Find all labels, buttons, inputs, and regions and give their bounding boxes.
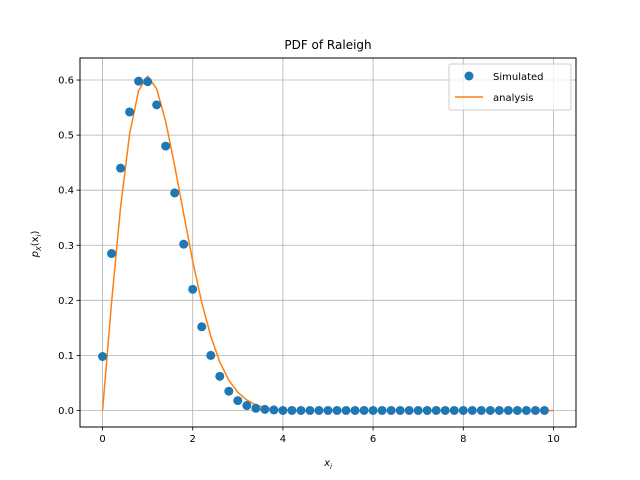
simulated-point	[278, 405, 288, 415]
simulated-point	[323, 405, 333, 415]
y-tick-label: 0.6	[58, 76, 74, 87]
simulated-point	[530, 405, 540, 415]
simulated-point	[467, 405, 477, 415]
y-axis-label-sub1: X	[35, 246, 43, 252]
simulated-point	[206, 350, 216, 360]
simulated-point	[179, 239, 189, 249]
x-axis-ticks: 0 2 4 6 8 10	[99, 427, 560, 445]
simulated-point	[359, 405, 369, 415]
y-axis-label: pX(xi)	[30, 230, 43, 258]
simulated-point	[404, 405, 414, 415]
simulated-point	[269, 405, 279, 415]
simulated-point	[242, 401, 252, 411]
plot-area	[80, 58, 576, 427]
simulated-point	[287, 405, 297, 415]
x-tick-label: 0	[99, 434, 105, 445]
y-axis-ticks: 0.0 0.1 0.2 0.3 0.4 0.5 0.6	[58, 76, 80, 417]
y-tick-label: 0.0	[58, 406, 74, 417]
simulated-point	[476, 405, 486, 415]
simulated-point	[422, 405, 432, 415]
simulated-point	[512, 405, 522, 415]
simulated-point	[350, 405, 360, 415]
x-tick-label: 2	[190, 434, 196, 445]
simulated-point	[485, 405, 495, 415]
simulated-point	[251, 403, 261, 413]
simulated-point	[341, 405, 351, 415]
x-axis-label-sub: i	[330, 463, 332, 471]
y-tick-label: 0.2	[58, 296, 74, 307]
simulated-point	[503, 405, 513, 415]
grid	[80, 58, 576, 427]
simulated-point	[377, 405, 387, 415]
x-tick-label: 4	[280, 434, 286, 445]
simulated-point	[161, 141, 171, 151]
simulated-point	[332, 405, 342, 415]
simulated-point	[440, 405, 450, 415]
simulated-point	[170, 188, 180, 198]
simulated-point	[143, 77, 153, 87]
y-axis-label-sub2: i	[35, 234, 43, 236]
simulated-point	[197, 322, 207, 332]
simulated-point	[260, 404, 270, 414]
simulated-point	[125, 107, 135, 117]
chart-title: PDF of Raleigh	[284, 38, 371, 52]
legend-simulated-label: Simulated	[493, 72, 544, 83]
legend: Simulated analysis	[448, 63, 572, 111]
simulated-point	[116, 163, 126, 173]
simulated-point	[233, 396, 243, 406]
analysis-line	[101, 75, 554, 412]
y-tick-label: 0.1	[58, 351, 74, 362]
y-tick-label: 0.3	[58, 241, 74, 252]
y-tick-label: 0.4	[58, 186, 74, 197]
simulated-point	[539, 405, 549, 415]
simulated-point	[413, 405, 423, 415]
legend-analysis-label: analysis	[493, 93, 534, 104]
simulated-point	[152, 100, 162, 110]
simulated-point	[215, 371, 225, 381]
simulated-point	[395, 405, 405, 415]
x-axis-label-main: x	[323, 458, 330, 469]
legend-simulated-marker	[464, 71, 474, 81]
x-tick-label: 6	[370, 434, 376, 445]
simulated-point	[449, 405, 459, 415]
simulated-point	[494, 405, 504, 415]
simulated-point	[305, 405, 315, 415]
simulated-point	[458, 405, 468, 415]
x-tick-label: 8	[460, 434, 466, 445]
simulated-point	[368, 405, 378, 415]
x-axis-label: xi	[323, 458, 332, 471]
simulated-point	[188, 284, 198, 294]
simulated-point	[386, 405, 396, 415]
y-axis-label-mid: (x	[30, 236, 41, 246]
simulated-point	[431, 405, 441, 415]
legend-box	[448, 63, 572, 111]
simulated-point	[107, 249, 117, 259]
simulated-point	[134, 76, 144, 86]
y-axis-label-main: p	[30, 251, 41, 258]
simulated-point	[521, 405, 531, 415]
y-tick-label: 0.5	[58, 131, 74, 142]
simulated-point	[98, 352, 108, 362]
plot-frame	[79, 57, 577, 428]
simulated-point	[296, 405, 306, 415]
marker-layer	[98, 76, 549, 415]
y-axis-label-end: )	[30, 230, 41, 234]
simulated-point	[314, 405, 324, 415]
x-tick-label: 10	[547, 434, 560, 445]
simulated-point	[224, 386, 234, 396]
line-layer	[101, 75, 554, 412]
